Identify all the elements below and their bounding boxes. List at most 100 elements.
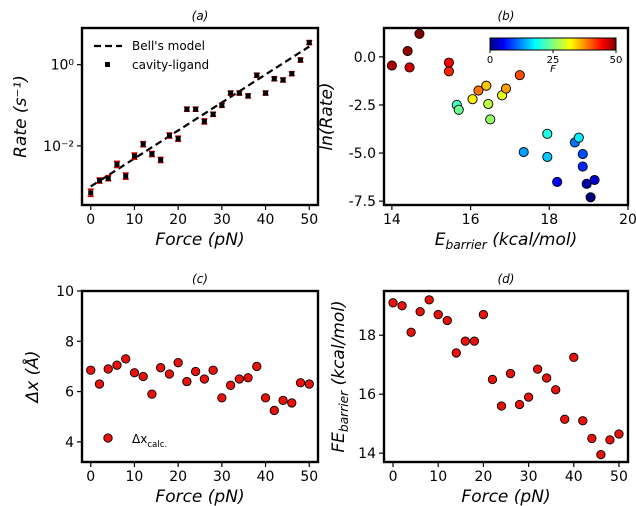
data-point [234, 374, 244, 384]
data-point [105, 175, 111, 181]
data-point [210, 111, 216, 117]
x-tick-label: 30 [520, 469, 538, 485]
plot-frame [382, 26, 630, 207]
data-point [201, 118, 207, 124]
data-point [140, 141, 146, 147]
y-axis-label: FEbarrier (kcal/mol) [329, 300, 351, 452]
data-point [252, 361, 262, 372]
data-point [560, 414, 570, 424]
data-point [443, 57, 454, 68]
data-point [424, 295, 434, 305]
data-point [123, 173, 129, 179]
panel-title: (c) [192, 272, 208, 286]
x-tick-label: 30 [213, 469, 231, 485]
x-tick-label: 40 [257, 469, 275, 485]
data-point [149, 151, 155, 157]
data-point [260, 393, 271, 403]
y-axis-label: Rate (s⁻¹) [11, 75, 31, 158]
legend-swatch [103, 433, 113, 443]
data-point [306, 40, 312, 46]
y-tick-label: 18 [358, 328, 376, 344]
y-axis-label: ln(Rate) [317, 82, 337, 150]
data-point [577, 161, 588, 172]
y-tick-label: 4 [65, 435, 74, 451]
data-point [514, 70, 525, 81]
data-point [578, 416, 588, 426]
data-point [158, 157, 164, 163]
data-point [147, 389, 157, 399]
x-tick-label: 16 [462, 212, 480, 228]
data-point [96, 178, 102, 184]
data-point [587, 433, 597, 444]
x-tick-label: 20 [169, 469, 187, 485]
data-point [298, 57, 304, 63]
data-point [304, 379, 314, 389]
x-axis-label: Ebarrier (kcal/mol) [435, 230, 577, 252]
x-tick-label: 50 [300, 469, 318, 485]
data-point [433, 309, 443, 320]
colorbar [489, 37, 617, 51]
panel-a: (a) 0 10 20 30 40 50 10⁰ 10⁻² Force (pN) Rate (s⁻¹… [11, 9, 320, 250]
panel-d: (d) 0 10 20 30 40 50 14 16 18 Force (pN) FEbarrier … [329, 272, 630, 506]
plot-frame [80, 289, 320, 464]
x-tick-label: 30 [213, 212, 231, 228]
x-tick-label: 0 [86, 212, 95, 228]
data-point [569, 352, 579, 362]
data-point [219, 102, 225, 108]
data-point [614, 429, 624, 439]
data-point [505, 368, 516, 379]
data-point [388, 298, 398, 308]
data-point [483, 98, 494, 110]
data-point [404, 62, 415, 73]
data-point [478, 309, 489, 320]
data-point [467, 94, 478, 105]
data-point [173, 358, 183, 368]
panel-b: (b) 14 16 18 20 0.0 -2.5 -5.0 -7.5 Ebarrier (kcal… [317, 9, 636, 252]
data-point [245, 93, 251, 99]
data-point [184, 106, 190, 112]
data-point [481, 80, 492, 91]
data-point [193, 106, 199, 112]
data-point [254, 72, 260, 78]
panel-c: (c) 0 10 20 30 40 50 4 6 8 10 Force (pN) Δx (Å) Δxcal… [21, 272, 320, 506]
y-tick-label: 10⁻² [43, 139, 74, 155]
y-tick-label: -2.5 [349, 98, 376, 114]
data-point [577, 148, 588, 160]
data-point [112, 360, 122, 370]
legend-swatch-cavity [105, 62, 110, 67]
legend-label: Bell's model [132, 39, 205, 53]
data-point [131, 153, 137, 159]
data-point [589, 174, 600, 186]
data-point [228, 90, 234, 96]
data-point [86, 365, 96, 375]
data-point [263, 90, 269, 96]
data-point [166, 133, 172, 139]
data-point [451, 348, 461, 358]
x-tick-label: 10 [126, 469, 144, 485]
y-tick-label: 6 [65, 385, 74, 401]
data-point [88, 190, 94, 196]
data-point [94, 379, 105, 389]
data-point [605, 435, 615, 445]
colorbar-label: F [550, 64, 556, 75]
data-point [199, 374, 210, 384]
data-point [496, 401, 507, 411]
y-tick-label: 10⁰ [51, 58, 75, 74]
data-point [295, 378, 306, 388]
data-point [487, 374, 498, 385]
data-point [182, 376, 192, 387]
x-tick-label: 10 [429, 469, 447, 485]
x-tick-label: 40 [257, 212, 275, 228]
x-tick-label: 14 [383, 212, 401, 228]
data-point [551, 385, 561, 395]
data-point [397, 301, 407, 311]
data-point [581, 178, 592, 189]
data-point [552, 176, 563, 187]
data-point [129, 368, 140, 378]
y-tick-label: -5.0 [349, 146, 376, 162]
x-tick-label: 10 [126, 212, 144, 228]
x-tick-label: 20 [619, 212, 636, 228]
data-point [485, 114, 496, 125]
data-point [114, 161, 120, 167]
panel-title: (d) [498, 272, 515, 286]
